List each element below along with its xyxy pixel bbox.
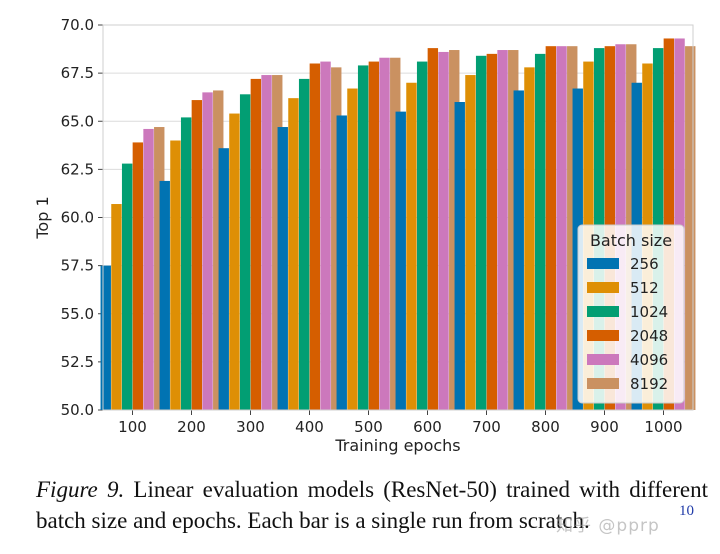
bar-8192-600	[449, 50, 460, 411]
bar-4096-100	[143, 128, 154, 410]
legend-swatch-256	[587, 258, 619, 269]
bar-1024-600	[416, 61, 428, 410]
bar-8192-100	[154, 127, 165, 411]
bar-8192-400	[331, 67, 342, 410]
x-tick-label: 500	[354, 418, 383, 436]
x-tick-label: 100	[118, 418, 147, 436]
x-tick-label: 600	[413, 418, 442, 436]
bar-1024-700	[475, 55, 487, 411]
caption-text: Linear evaluation models (ResNet-50) tra…	[36, 477, 708, 533]
bar-512-800	[524, 67, 535, 410]
caption-label: Figure 9.	[36, 477, 125, 502]
bar-512-200	[170, 140, 181, 410]
bar-512-400	[288, 98, 299, 411]
legend-title: Batch size	[590, 231, 672, 250]
bar-512-600	[406, 82, 417, 410]
plot-frame	[102, 24, 694, 411]
bar-512-700	[465, 75, 476, 411]
y-tick-label: 70.0	[61, 16, 94, 34]
bar-512-300	[229, 113, 240, 411]
y-tick-label: 57.5	[61, 257, 94, 275]
bar-8192-800	[567, 46, 578, 411]
bar-2048-200	[191, 100, 203, 410]
bar-4096-400	[320, 61, 331, 410]
bar-8192-300	[272, 75, 283, 411]
bar-1024-300	[239, 94, 251, 411]
y-tick-label: 62.5	[61, 160, 94, 178]
figure-caption: Figure 9. Linear evaluation models (ResN…	[36, 474, 708, 536]
bar-256-800	[513, 90, 524, 410]
legend-swatch-4096	[587, 354, 619, 365]
bar-2048-500	[368, 61, 380, 410]
y-tick-label: 52.5	[61, 353, 94, 371]
bar-2048-400	[309, 63, 321, 410]
watermark: 知乎 @pprp	[556, 516, 660, 536]
x-tick-label: 900	[590, 418, 619, 436]
legend-swatch-1024	[587, 306, 619, 317]
x-tick-label: 400	[295, 418, 324, 436]
bar-256-300	[218, 148, 229, 410]
bar-8192-500	[390, 57, 401, 410]
bar-1024-800	[534, 53, 546, 410]
bar-1024-400	[298, 78, 310, 411]
bar-1024-100	[121, 163, 133, 410]
x-tick-label: 300	[236, 418, 265, 436]
bar-4096-200	[202, 92, 213, 410]
bar-4096-600	[438, 51, 449, 410]
x-tick-label: 700	[472, 418, 501, 436]
bar-2048-700	[486, 53, 498, 410]
bar-2048-100	[132, 142, 144, 411]
bar-2048-1000	[663, 38, 675, 410]
bar-1024-200	[180, 117, 192, 411]
bar-8192-1000	[685, 46, 696, 411]
bar-256-600	[395, 111, 406, 410]
bar-256-500	[336, 115, 347, 410]
bar-8192-200	[213, 90, 224, 410]
y-axis-label: Top 1	[33, 196, 52, 239]
bar-4096-700	[497, 50, 508, 411]
legend-swatch-512	[587, 282, 619, 293]
bar-512-100	[111, 204, 122, 410]
x-tick-label: 800	[531, 418, 560, 436]
legend-label-256: 256	[630, 255, 659, 273]
legend-label-4096: 4096	[630, 351, 668, 369]
bar-256-100	[100, 265, 111, 410]
y-tick-label: 50.0	[61, 401, 94, 419]
bar-4096-1000	[674, 38, 685, 410]
bar-256-700	[454, 102, 465, 410]
legend-swatch-2048	[587, 330, 619, 341]
bar-1024-500	[357, 65, 369, 411]
y-tick-label: 60.0	[61, 209, 94, 227]
bar-8192-700	[508, 50, 519, 411]
page-number: 10	[679, 503, 694, 519]
x-tick-label: 200	[177, 418, 206, 436]
x-tick-label: 1000	[644, 418, 682, 436]
bar-4096-800	[556, 46, 567, 411]
y-tick-label: 55.0	[61, 305, 94, 323]
y-tick-label: 67.5	[61, 64, 94, 82]
legend-label-2048: 2048	[630, 327, 668, 345]
legend-label-1024: 1024	[630, 303, 668, 321]
bar-4096-500	[379, 57, 390, 410]
bar-chart: 50.0 52.5 55.0 57.5 60.0 62.5 65.0 67.5 70.0 100 2…	[33, 16, 696, 455]
bar-2048-800	[545, 46, 557, 411]
bar-256-200	[159, 180, 170, 410]
bar-2048-600	[427, 48, 439, 410]
legend-swatch-8192	[587, 378, 619, 389]
bar-2048-300	[250, 78, 262, 411]
bar-256-400	[277, 127, 288, 411]
bar-512-500	[347, 88, 358, 411]
y-tick-label: 65.0	[61, 112, 94, 130]
legend-label-512: 512	[630, 279, 659, 297]
legend-label-8192: 8192	[630, 375, 668, 393]
x-axis-label: Training epochs	[334, 436, 460, 455]
bar-4096-300	[261, 75, 272, 411]
